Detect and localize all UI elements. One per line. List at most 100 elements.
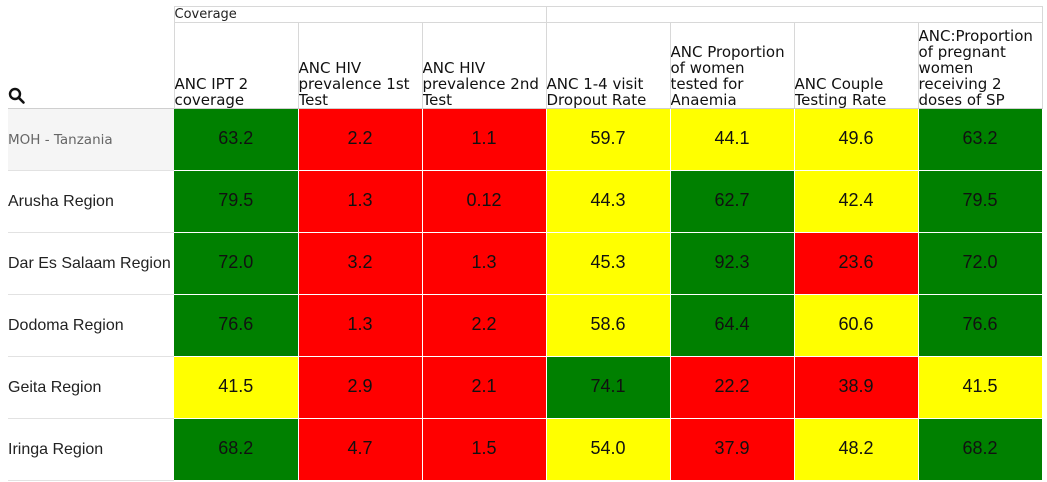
table-cell[interactable]: 59.7 [546, 108, 671, 171]
table-cell[interactable]: 92.3 [670, 232, 795, 295]
column-header-anc-ipt2-coverage[interactable]: ANC IPT 2 coverage [173, 22, 299, 109]
table-row: Iringa Region 68.2 4.7 1.5 54.0 37.9 48.2 68.2 [8, 418, 1043, 481]
pivot-table: Coverage ANC IPT 2 coverage ANC HIV prev… [8, 6, 1043, 481]
cell-value: 1.3 [471, 252, 497, 272]
column-group-empty [546, 6, 1043, 23]
table-cell[interactable]: 1.3 [298, 170, 423, 233]
table-cell[interactable]: 2.1 [422, 356, 547, 419]
column-header-anc-hiv-prevalence-2nd[interactable]: ANC HIV prevalence 2nd Test [421, 22, 547, 109]
column-header-anc-anaemia-tested[interactable]: ANC Proportion of women tested for Anaem… [669, 22, 795, 109]
cell-value: 68.2 [218, 438, 254, 458]
cell-value: 1.5 [471, 438, 497, 458]
cell-value: 23.6 [838, 252, 874, 272]
cell-value: 1.1 [471, 128, 497, 148]
table-cell[interactable]: 38.9 [794, 356, 919, 419]
column-group-row: Coverage [8, 6, 1043, 23]
column-header-anc-sp-2-doses[interactable]: ANC:Proportion of pregnant women receivi… [917, 22, 1043, 109]
table-cell[interactable]: 45.3 [546, 232, 671, 295]
cell-value: 62.7 [714, 190, 750, 210]
table-cell[interactable]: 62.7 [670, 170, 795, 233]
table-row: Dar Es Salaam Region 72.0 3.2 1.3 45.3 92.3 23… [8, 232, 1043, 295]
cell-value: 74.1 [590, 376, 626, 396]
table-row: Dodoma Region 76.6 1.3 2.2 58.6 64.4 60.6 76.6 [8, 294, 1043, 357]
table-cell[interactable]: 1.3 [422, 232, 547, 295]
cell-value: 1.3 [347, 190, 373, 210]
corner-blank [8, 6, 175, 23]
cell-value: 4.7 [347, 438, 373, 458]
table-cell[interactable]: 42.4 [794, 170, 919, 233]
row-label[interactable]: Dodoma Region [8, 294, 174, 357]
cell-value: 68.2 [962, 438, 998, 458]
cell-value: 37.9 [714, 438, 750, 458]
table-row: Geita Region 41.5 2.9 2.1 74.1 22.2 38.9 41.5 [8, 356, 1043, 419]
row-label[interactable]: Dar Es Salaam Region [8, 232, 174, 295]
cell-value: 38.9 [838, 376, 874, 396]
table-cell[interactable]: 79.5 [918, 170, 1043, 233]
table-cell[interactable]: 49.6 [794, 108, 919, 171]
cell-value: 44.1 [714, 128, 750, 148]
cell-value: 45.3 [590, 252, 626, 272]
cell-value: 63.2 [962, 128, 998, 148]
cell-value: 79.5 [962, 190, 998, 210]
table-cell[interactable]: 1.1 [422, 108, 547, 171]
column-header-anc-hiv-prevalence-1st[interactable]: ANC HIV prevalence 1st Test [297, 22, 423, 109]
cell-value: 76.6 [962, 314, 998, 334]
row-label[interactable]: Geita Region [8, 356, 174, 419]
table-cell[interactable]: 68.2 [918, 418, 1043, 481]
cell-value: 72.0 [218, 252, 254, 272]
row-label[interactable]: Arusha Region [8, 170, 174, 233]
table-cell[interactable]: 76.6 [918, 294, 1043, 357]
table-cell[interactable]: 0.12 [422, 170, 547, 233]
table-cell[interactable]: 22.2 [670, 356, 795, 419]
table-cell[interactable]: 63.2 [918, 108, 1043, 171]
cell-value: 2.1 [471, 376, 497, 396]
table-cell[interactable]: 64.4 [670, 294, 795, 357]
search-icon [8, 87, 25, 104]
table-cell[interactable]: 63.2 [174, 108, 299, 171]
table-cell[interactable]: 72.0 [918, 232, 1043, 295]
table-cell[interactable]: 74.1 [546, 356, 671, 419]
table-cell[interactable]: 41.5 [174, 356, 299, 419]
table-cell[interactable]: 58.6 [546, 294, 671, 357]
table-body: MOH - Tanzania 63.2 2.2 1.1 59.7 44.1 49.6 63.2… [8, 108, 1043, 481]
table-cell[interactable]: 4.7 [298, 418, 423, 481]
cell-value: 72.0 [962, 252, 998, 272]
table-cell[interactable]: 23.6 [794, 232, 919, 295]
cell-value: 60.6 [838, 314, 874, 334]
cell-value: 2.2 [347, 128, 373, 148]
column-header-anc-dropout-rate[interactable]: ANC 1-4 visit Dropout Rate [545, 22, 671, 109]
table-cell[interactable]: 2.2 [298, 108, 423, 171]
row-label[interactable]: Iringa Region [8, 418, 174, 481]
column-group-coverage: Coverage [174, 6, 547, 23]
table-cell[interactable]: 44.1 [670, 108, 795, 171]
table-cell[interactable]: 76.6 [174, 294, 299, 357]
cell-value: 3.2 [347, 252, 373, 272]
table-cell[interactable]: 79.5 [174, 170, 299, 233]
cell-value: 41.5 [218, 376, 254, 396]
table-cell[interactable]: 48.2 [794, 418, 919, 481]
cell-value: 41.5 [962, 376, 998, 396]
table-cell[interactable]: 41.5 [918, 356, 1043, 419]
cell-value: 54.0 [590, 438, 626, 458]
table-cell[interactable]: 60.6 [794, 294, 919, 357]
row-label[interactable]: MOH - Tanzania [8, 108, 174, 171]
table-cell[interactable]: 37.9 [670, 418, 795, 481]
column-header-anc-couple-testing[interactable]: ANC Couple Testing Rate [793, 22, 919, 109]
table-cell[interactable]: 1.3 [298, 294, 423, 357]
table-row: Arusha Region 79.5 1.3 0.12 44.3 62.7 42.4 79.5 [8, 170, 1043, 233]
table-cell[interactable]: 72.0 [174, 232, 299, 295]
cell-value: 76.6 [218, 314, 254, 334]
cell-value: 22.2 [714, 376, 750, 396]
table-cell[interactable]: 2.2 [422, 294, 547, 357]
cell-value: 58.6 [590, 314, 626, 334]
table-cell[interactable]: 44.3 [546, 170, 671, 233]
table-cell[interactable]: 1.5 [422, 418, 547, 481]
table-cell[interactable]: 68.2 [174, 418, 299, 481]
cell-value: 2.9 [347, 376, 373, 396]
table-cell[interactable]: 3.2 [298, 232, 423, 295]
search-button[interactable] [8, 22, 175, 109]
cell-value: 59.7 [590, 128, 626, 148]
table-cell[interactable]: 54.0 [546, 418, 671, 481]
table-cell[interactable]: 2.9 [298, 356, 423, 419]
cell-value: 49.6 [838, 128, 874, 148]
